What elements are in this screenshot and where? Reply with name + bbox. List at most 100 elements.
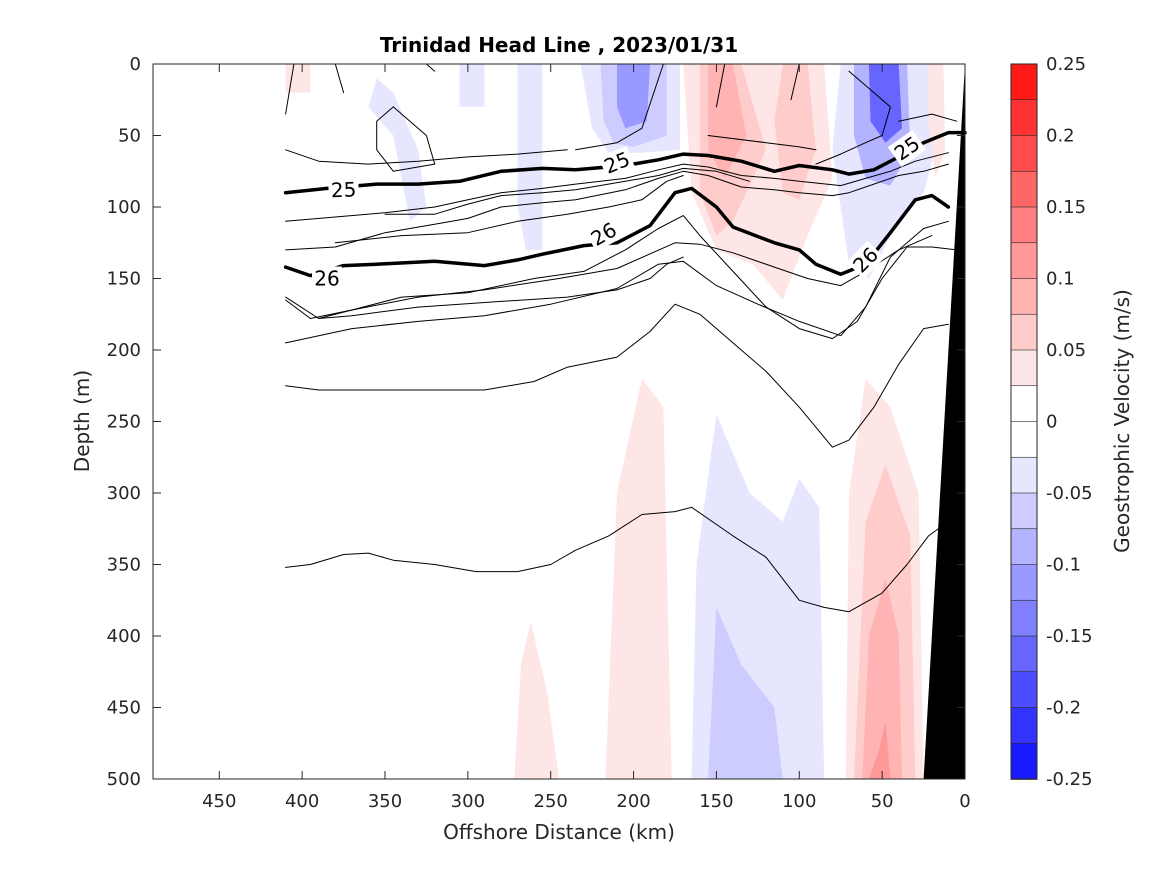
density-contour	[285, 152, 949, 222]
density-contour	[815, 70, 891, 165]
density-contour	[376, 106, 436, 172]
density-contour	[285, 235, 933, 319]
y-tick-label: 400	[107, 626, 141, 647]
colorbar-tick-label: 0.15	[1046, 197, 1086, 218]
contour-label: 26	[314, 267, 339, 291]
colorbar-band	[1010, 242, 1038, 280]
density-contour	[334, 63, 345, 94]
colorbar-tick-label: -0.15	[1046, 626, 1093, 647]
x-tick-label: 0	[959, 791, 970, 812]
y-tick-label: 50	[118, 126, 141, 147]
velocity-field	[285, 64, 946, 779]
colorbar-band	[1010, 742, 1038, 780]
x-tick-label: 400	[285, 791, 319, 812]
contour-label-background	[312, 266, 342, 291]
density-contour	[285, 506, 949, 613]
colorbar-tick-label: 0.2	[1046, 126, 1075, 147]
colorbar-frame	[1010, 63, 1038, 780]
colorbar-band	[1010, 707, 1038, 745]
positive-velocity-patch	[285, 64, 311, 93]
positive-velocity-patch	[605, 378, 672, 779]
colorbar-tick-label: 0.05	[1046, 340, 1086, 361]
y-tick-label: 250	[107, 412, 141, 433]
colorbar-band	[1010, 170, 1038, 208]
density-contour	[285, 149, 568, 165]
density-contour	[715, 63, 726, 108]
y-tick-label: 500	[107, 769, 141, 790]
colorbar-tick-label: -0.05	[1046, 483, 1093, 504]
y-tick-label: 150	[107, 269, 141, 290]
contour-label-background	[846, 240, 885, 279]
positive-velocity-patch	[928, 64, 946, 179]
colorbar-band	[1010, 635, 1038, 673]
negative-velocity-patch	[517, 64, 543, 250]
colorbar-band	[1010, 456, 1038, 494]
contour-label-background	[598, 145, 636, 180]
y-axis-label: Depth (m)	[70, 370, 94, 472]
colorbar-band	[1010, 349, 1038, 387]
colorbar-tick-label: -0.2	[1046, 698, 1081, 719]
x-tick-label: 200	[616, 791, 650, 812]
contour-label-background	[328, 177, 360, 203]
colorbar-band	[1010, 599, 1038, 637]
colorbar-band	[1010, 492, 1038, 530]
contour-label: 25	[330, 177, 356, 202]
y-tick-label: 300	[107, 483, 141, 504]
x-tick-label: 250	[534, 791, 568, 812]
density-contour	[384, 167, 751, 215]
density-contours	[283, 63, 967, 613]
colorbar-band	[1010, 99, 1038, 137]
y-tick-label: 450	[107, 698, 141, 719]
density-contour	[285, 63, 295, 115]
negative-velocity-patch	[868, 64, 902, 143]
y-tick-label: 100	[107, 197, 141, 218]
colorbar-tick-label: -0.25	[1046, 769, 1093, 790]
negative-velocity-patch	[459, 64, 485, 107]
colorbar: 0.25 0.2 0.15 0.1 0.05 0 -0.05 -0.1 -0.15 -0.2 -0.…	[1010, 54, 1093, 790]
chart-title: Trinidad Head Line , 2023/01/31	[380, 33, 738, 57]
positive-velocity-patch	[868, 721, 891, 779]
x-axis: 450 400 350 300 250 200 150 100 50 0	[202, 64, 971, 812]
positive-velocity-patch	[862, 578, 902, 779]
colorbar-ticks: 0.25 0.2 0.15 0.1 0.05 0 -0.05 -0.1 -0.15 -0.2 -0.…	[1046, 54, 1093, 790]
density-contour	[790, 63, 800, 101]
negative-velocity-patch	[708, 607, 783, 779]
density-contour	[285, 303, 949, 448]
y-tick-label: 200	[107, 340, 141, 361]
density-contour	[285, 220, 949, 344]
bathymetry	[923, 64, 965, 779]
density-contour	[318, 256, 684, 319]
density-contour	[334, 175, 684, 244]
density-contour	[285, 163, 949, 251]
density-contour	[285, 215, 958, 340]
colorbar-band	[1010, 206, 1038, 244]
colorbar-band	[1010, 385, 1038, 423]
colorbar-band	[1010, 671, 1038, 709]
colorbar-band	[1010, 63, 1038, 101]
contour-label-background	[887, 129, 927, 167]
x-axis-label: Offshore Distance (km)	[443, 820, 675, 844]
colorbar-band	[1010, 278, 1038, 316]
y-axis: 0 50 100 150 200 250 300 350 400 450 500	[107, 54, 965, 790]
density-contour	[707, 135, 817, 151]
contour-label-background	[584, 216, 623, 253]
colorbar-tick-label: 0	[1046, 412, 1057, 433]
x-tick-label: 300	[451, 791, 485, 812]
colorbar-label: Geostrophic Velocity (m/s)	[1110, 289, 1134, 553]
x-tick-label: 450	[202, 791, 236, 812]
colorbar-band	[1010, 421, 1038, 459]
colorbar-tick-label: 0.25	[1046, 54, 1086, 75]
density-contour	[425, 63, 436, 72]
y-tick-label: 350	[107, 555, 141, 576]
y-tick-label: 0	[130, 54, 141, 75]
colorbar-band	[1010, 313, 1038, 351]
colorbar-band	[1010, 564, 1038, 602]
colorbar-tick-label: 0.1	[1046, 269, 1075, 290]
positive-velocity-patch	[514, 621, 559, 779]
x-tick-label: 350	[368, 791, 402, 812]
density-contour	[898, 113, 958, 122]
x-tick-label: 50	[871, 791, 894, 812]
colorbar-bands	[1010, 63, 1038, 780]
density-contour	[575, 63, 664, 151]
